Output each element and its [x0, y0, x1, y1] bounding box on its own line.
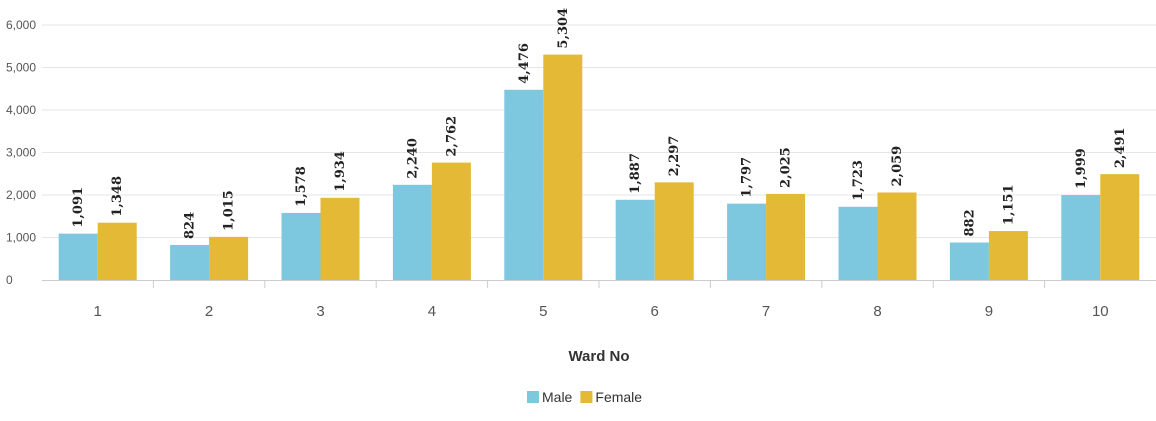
y-tick-label: 1,000	[6, 231, 36, 245]
bar-male[interactable]	[615, 199, 655, 280]
data-label-female: 1,015	[222, 190, 237, 231]
bar-male[interactable]	[170, 244, 210, 280]
bar-female[interactable]	[431, 162, 471, 280]
data-labels: 1,091 1,348 824 1,015 1,578 1,934 2,240 2,762 4,…	[71, 8, 1128, 239]
bar-male[interactable]	[58, 233, 98, 280]
x-tick-label: 3	[316, 303, 324, 320]
data-label-male: 1,999	[1074, 148, 1089, 189]
y-tick-label: 6,000	[6, 18, 36, 32]
legend-label: Male	[542, 389, 573, 405]
y-tick-label: 5,000	[6, 61, 36, 75]
bar-female[interactable]	[877, 192, 917, 280]
data-label-female: 1,151	[1001, 184, 1016, 225]
data-label-female: 2,025	[779, 147, 794, 188]
data-label-female: 1,348	[110, 176, 125, 217]
data-label-male: 882	[962, 209, 977, 236]
bar-female[interactable]	[988, 231, 1028, 280]
data-label-female: 2,762	[444, 116, 459, 157]
bar-female[interactable]	[766, 193, 806, 280]
legend-swatch	[527, 391, 539, 403]
bar-female[interactable]	[654, 182, 694, 280]
data-label-female: 2,297	[667, 136, 682, 177]
x-tick-label: 5	[539, 303, 547, 320]
x-tick-label: 6	[651, 303, 659, 320]
bar-male[interactable]	[949, 242, 989, 280]
y-tick-label: 3,000	[6, 146, 36, 160]
data-label-male: 1,797	[740, 157, 755, 198]
legend-label: Female	[595, 389, 642, 405]
legend-item-male[interactable]: Male	[527, 389, 573, 405]
legend-item-female[interactable]: Female	[580, 389, 642, 405]
data-label-male: 4,476	[517, 43, 532, 84]
y-tick-label: 4,000	[6, 103, 36, 117]
x-tick-label: 2	[205, 303, 213, 320]
bar-female[interactable]	[543, 54, 583, 280]
y-tick-label: 0	[6, 273, 13, 287]
y-tick-label: 2,000	[6, 188, 36, 202]
bar-female[interactable]	[209, 236, 249, 280]
x-tick-label: 1	[94, 303, 102, 320]
bar-male[interactable]	[727, 203, 767, 280]
data-label-female: 2,059	[890, 146, 905, 187]
data-label-female: 2,491	[1113, 127, 1128, 168]
bar-male[interactable]	[1061, 195, 1101, 280]
x-tick-label: 8	[873, 303, 881, 320]
legend-swatch	[580, 391, 593, 403]
x-tick-label: 10	[1092, 303, 1109, 320]
data-label-female: 5,304	[556, 8, 571, 49]
bar-male[interactable]	[392, 184, 432, 280]
data-label-male: 1,578	[294, 166, 309, 207]
bar-male[interactable]	[281, 212, 321, 280]
bar-female[interactable]	[320, 197, 360, 280]
x-axis-title: Ward No	[568, 348, 629, 365]
x-tick-label: 9	[985, 303, 993, 320]
x-tick-label: 7	[762, 303, 770, 320]
y-axis-ticks: 0 1,000 2,000 3,000 4,000 5,000 6,000	[6, 18, 36, 287]
bars	[58, 54, 1140, 281]
gridlines	[42, 24, 1156, 238]
legend[interactable]: Male Female	[527, 389, 642, 405]
x-tick-label: 4	[428, 303, 436, 320]
data-label-female: 1,934	[333, 151, 348, 192]
data-label-male: 824	[183, 212, 198, 239]
bar-female[interactable]	[97, 222, 137, 280]
data-label-male: 1,887	[628, 153, 643, 194]
bar-male[interactable]	[504, 89, 544, 281]
data-label-male: 2,240	[405, 138, 420, 179]
bar-male[interactable]	[838, 206, 878, 280]
data-label-male: 1,091	[71, 187, 86, 228]
data-label-male: 1,723	[851, 160, 866, 201]
bar-female[interactable]	[1100, 174, 1140, 280]
x-axis-ticks: 1 2 3 4 5 6 7 8 9 10	[94, 280, 1109, 320]
